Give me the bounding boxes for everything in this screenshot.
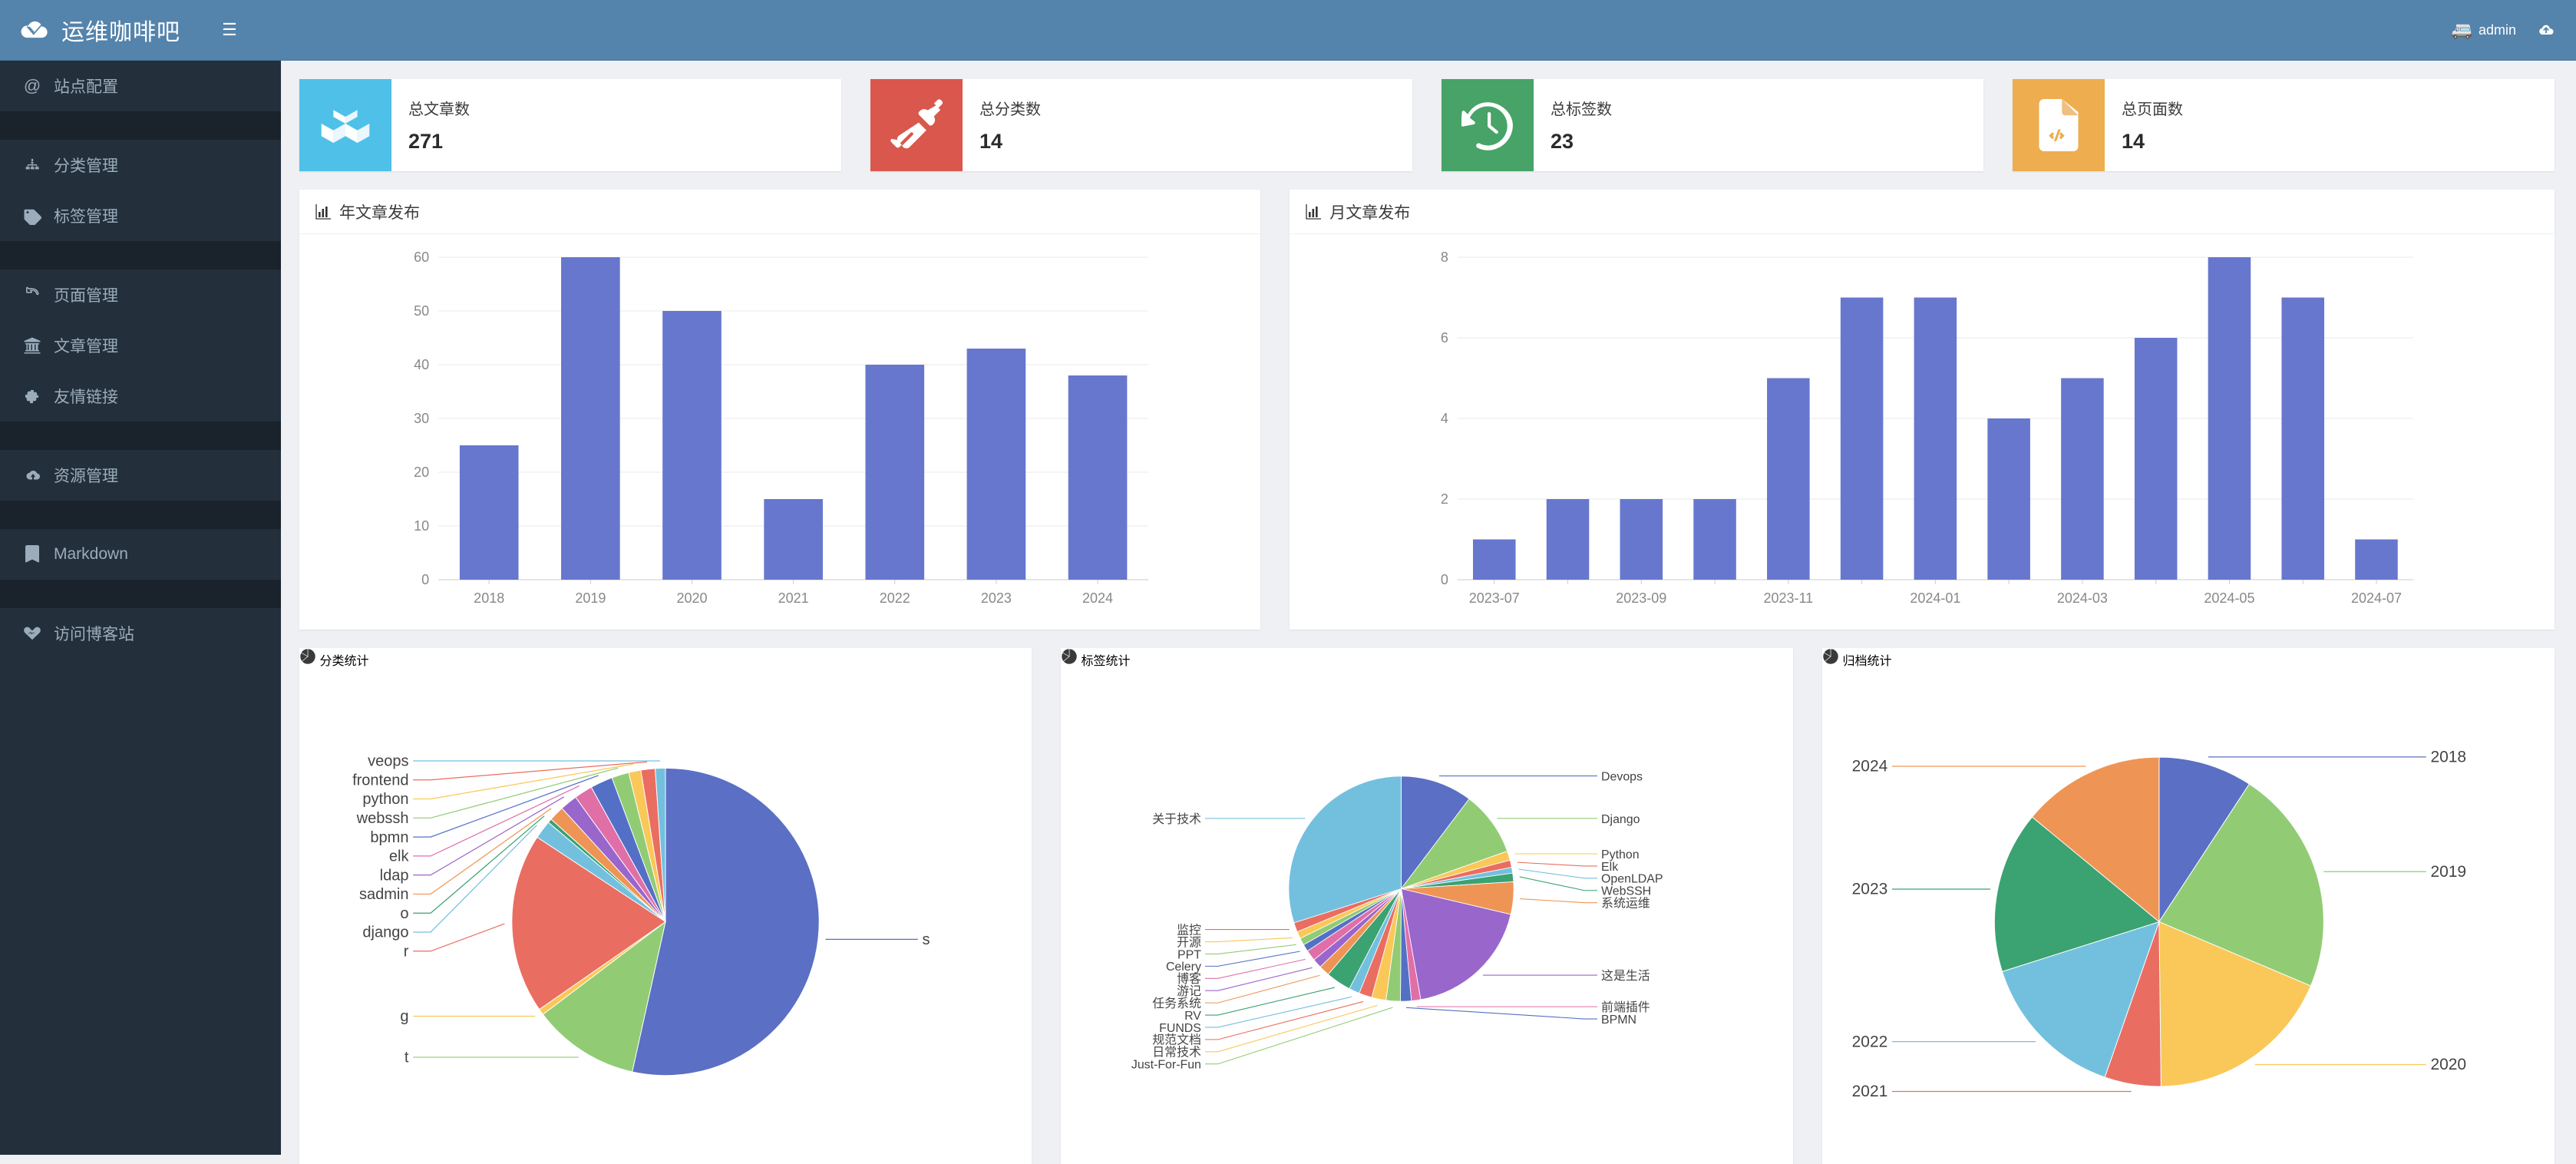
svg-text:2024-05: 2024-05 [2204, 590, 2255, 606]
svg-text:2021: 2021 [1852, 1083, 1888, 1100]
svg-text:2024: 2024 [1082, 590, 1113, 606]
svg-text:前端插件: 前端插件 [1601, 1000, 1650, 1014]
svg-text:ldap: ldap [380, 867, 409, 884]
svg-text:2018: 2018 [2430, 749, 2466, 766]
svg-text:FUNDS: FUNDS [1159, 1022, 1201, 1035]
svg-text:sadmin: sadmin [359, 886, 408, 903]
svg-text:游记: 游记 [1177, 984, 1201, 998]
svg-text:2022: 2022 [880, 590, 910, 606]
svg-text:0: 0 [421, 572, 429, 587]
svg-text:8: 8 [1441, 250, 1448, 265]
svg-text:2019: 2019 [2430, 863, 2466, 881]
svg-text:RV: RV [1184, 1010, 1201, 1023]
svg-text:2024: 2024 [1852, 758, 1888, 775]
svg-text:Just-For-Fun: Just-For-Fun [1131, 1059, 1201, 1072]
svg-text:WebSSH: WebSSH [1601, 885, 1651, 898]
svg-text:2022: 2022 [1852, 1033, 1888, 1050]
svg-text:40: 40 [414, 357, 429, 372]
svg-text:10: 10 [414, 518, 429, 534]
svg-text:30: 30 [414, 411, 429, 426]
svg-text:elk: elk [389, 848, 410, 865]
svg-text:bpmn: bpmn [370, 829, 408, 846]
svg-text:BPMN: BPMN [1601, 1014, 1636, 1027]
svg-text:开源: 开源 [1177, 935, 1201, 949]
svg-text:2023: 2023 [981, 590, 1012, 606]
svg-text:Celery: Celery [1166, 961, 1201, 974]
svg-text:2019: 2019 [575, 590, 606, 606]
svg-text:2023-09: 2023-09 [1617, 590, 1667, 606]
svg-text:2023-11: 2023-11 [1764, 590, 1814, 606]
svg-text:关于技术: 关于技术 [1152, 812, 1201, 826]
svg-text:2020: 2020 [676, 590, 707, 606]
svg-text:50: 50 [414, 303, 429, 319]
svg-text:0: 0 [1441, 572, 1448, 587]
svg-text:frontend: frontend [352, 772, 408, 789]
svg-text:PPT: PPT [1177, 948, 1201, 961]
svg-text:60: 60 [414, 250, 429, 265]
svg-text:webssh: webssh [356, 810, 409, 827]
svg-text:veops: veops [368, 753, 408, 770]
svg-text:Python: Python [1601, 848, 1640, 861]
svg-text:20: 20 [414, 465, 429, 480]
svg-text:日常技术: 日常技术 [1152, 1046, 1201, 1060]
svg-text:4: 4 [1441, 411, 1448, 426]
svg-text:2023: 2023 [1852, 881, 1888, 898]
svg-text:2020: 2020 [2430, 1056, 2466, 1073]
svg-text:Django: Django [1601, 813, 1640, 826]
svg-text:2024-07: 2024-07 [2351, 590, 2402, 606]
svg-text:g: g [400, 1008, 408, 1025]
svg-text:o: o [400, 905, 408, 922]
svg-text:博客: 博客 [1177, 972, 1201, 986]
svg-text:2023-07: 2023-07 [1469, 590, 1520, 606]
svg-text:这是生活: 这是生活 [1601, 969, 1650, 983]
svg-text:t: t [405, 1050, 409, 1066]
svg-text:Elk: Elk [1601, 861, 1618, 874]
svg-text:s: s [923, 931, 930, 948]
svg-text:2021: 2021 [778, 590, 809, 606]
svg-text:2018: 2018 [474, 590, 504, 606]
svg-text:任务系统: 任务系统 [1152, 997, 1201, 1010]
svg-text:规范文档: 规范文档 [1152, 1033, 1201, 1047]
svg-text:6: 6 [1441, 330, 1448, 346]
svg-text:OpenLDAP: OpenLDAP [1601, 873, 1663, 886]
svg-text:2024-01: 2024-01 [1911, 590, 1961, 606]
svg-text:Devops: Devops [1601, 770, 1643, 783]
svg-text:监控: 监控 [1177, 923, 1201, 937]
svg-text:2024-03: 2024-03 [2057, 590, 2108, 606]
svg-text:系统运维: 系统运维 [1601, 897, 1650, 911]
svg-text:python: python [362, 791, 408, 808]
svg-text:django: django [362, 924, 408, 941]
svg-text:2: 2 [1441, 491, 1448, 507]
svg-text:r: r [404, 943, 409, 960]
